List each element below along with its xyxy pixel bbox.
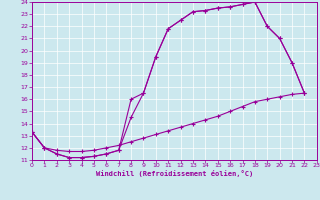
X-axis label: Windchill (Refroidissement éolien,°C): Windchill (Refroidissement éolien,°C) (96, 170, 253, 177)
